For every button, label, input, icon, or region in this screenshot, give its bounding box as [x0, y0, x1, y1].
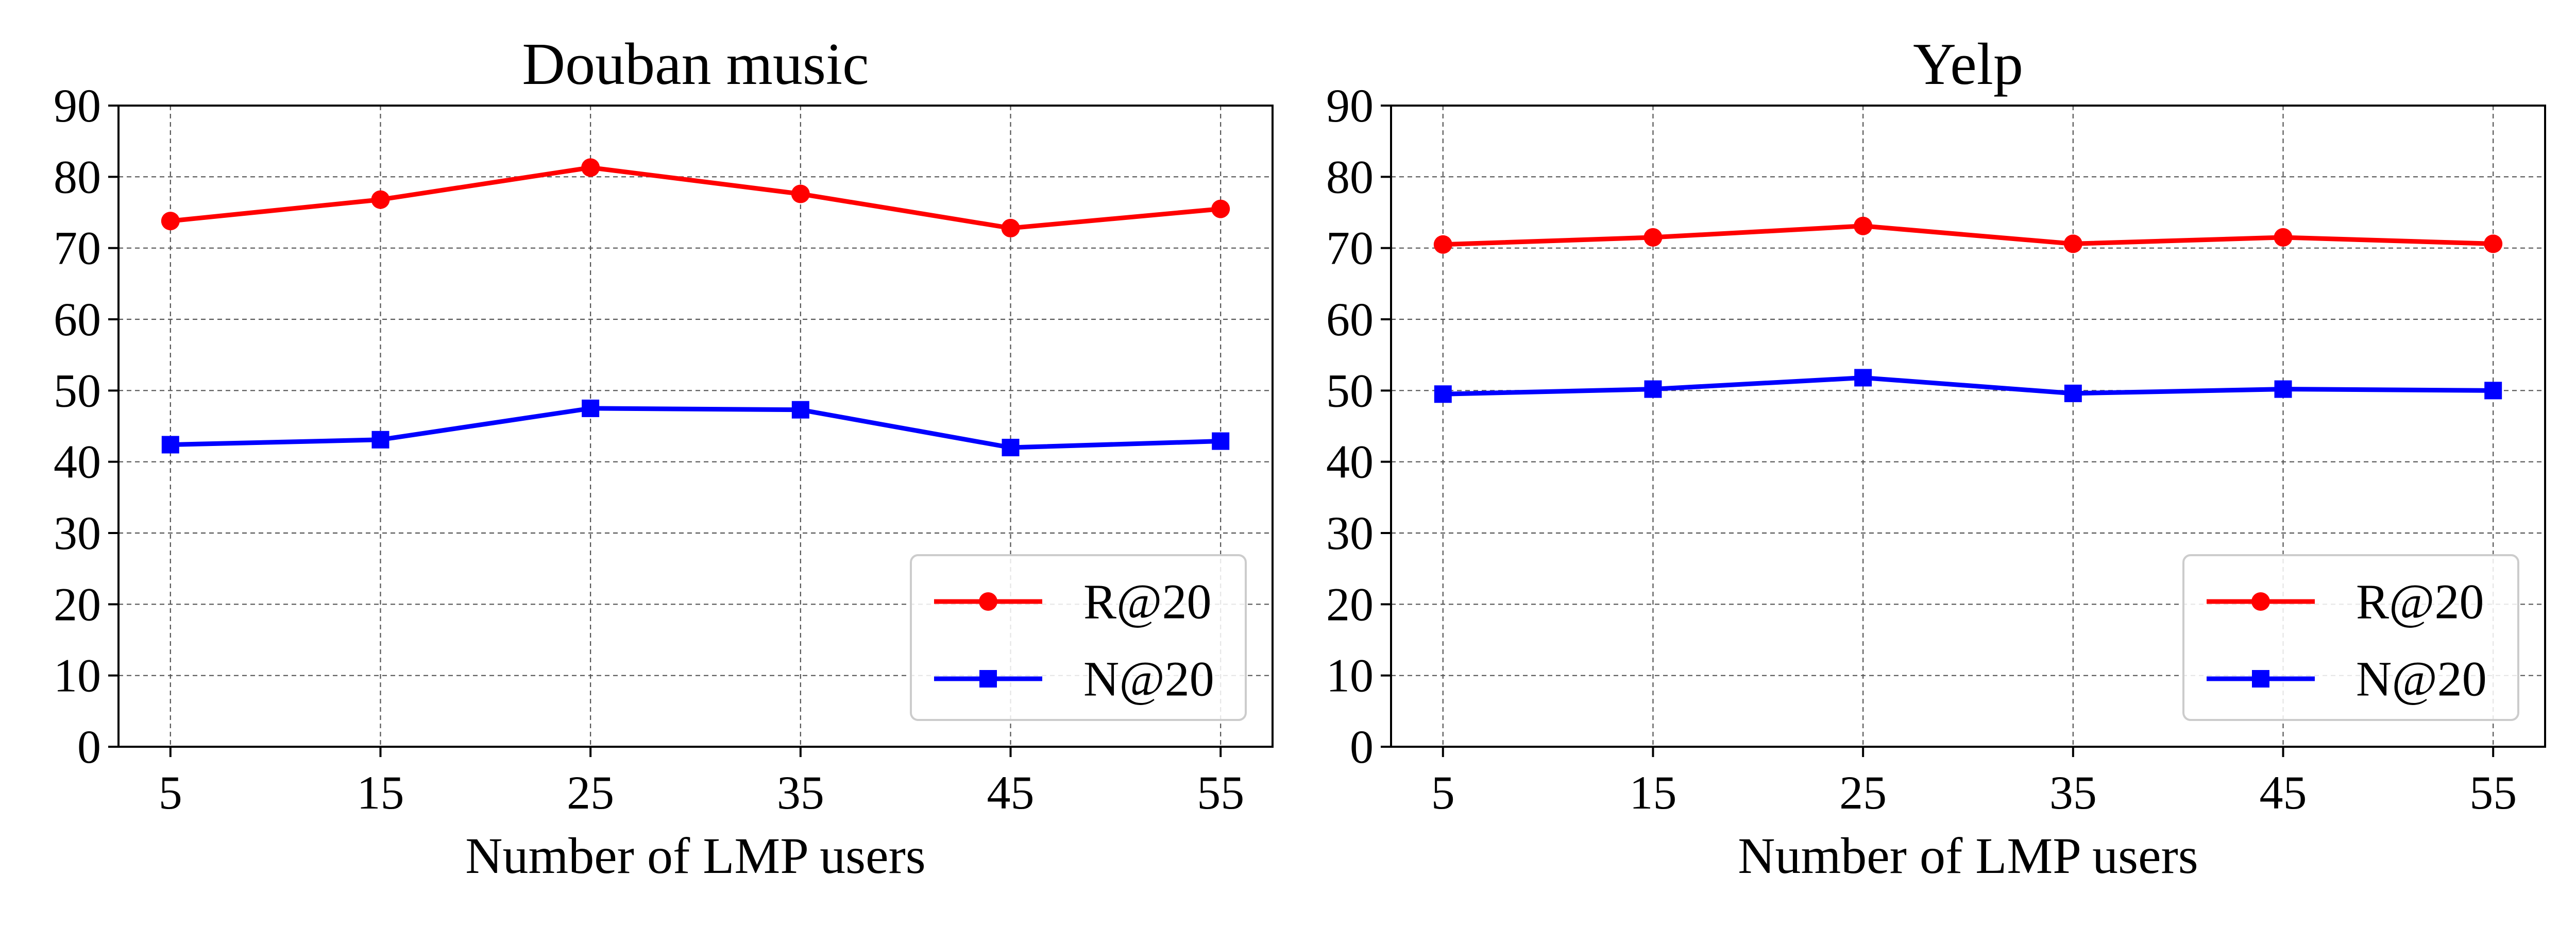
data-point-circle: [2063, 234, 2082, 253]
chart-panel-2: 0 10 20 30 40 50 60 70 80 90 5 15 25 35 45 55 Yelp Number…: [1326, 31, 2546, 884]
x-tick-label: 25: [567, 766, 614, 819]
data-point-circle: [161, 212, 180, 231]
y-tick-label: 50: [1326, 364, 1374, 417]
legend: R@20 N@20: [2182, 554, 2519, 721]
legend-label: R@20: [1083, 574, 1211, 629]
y-tick-label: 10: [54, 649, 101, 702]
legend-marker-square: [2252, 670, 2269, 688]
legend-label: N@20: [2356, 651, 2487, 707]
y-tick-label: 0: [77, 720, 101, 773]
y-tick-label: 80: [54, 150, 101, 203]
data-point-square: [161, 436, 179, 454]
legend-label: R@20: [2356, 574, 2484, 629]
data-point-circle: [2274, 228, 2293, 247]
y-tick-label: 20: [54, 578, 101, 630]
x-tick-label: 15: [357, 766, 404, 819]
y-tick-label: 90: [54, 79, 101, 132]
x-tick-label: 35: [777, 766, 824, 819]
y-tick-label: 70: [54, 222, 101, 274]
y-tick-label: 50: [54, 364, 101, 417]
data-point-square: [1644, 380, 1662, 398]
y-tick-label: 30: [1326, 507, 1374, 559]
x-tick-label: 25: [1839, 766, 1887, 819]
data-point-square: [371, 431, 389, 449]
series-line-r-20: [1440, 224, 2496, 247]
data-point-circle: [1211, 199, 1230, 218]
data-point-circle: [1854, 216, 1873, 235]
x-axis-label: Number of LMP users: [465, 827, 925, 884]
legend-marker-circle: [979, 592, 997, 611]
data-point-square: [1434, 385, 1452, 403]
series-line-n-20: [1440, 375, 2496, 397]
data-point-square: [2274, 380, 2292, 398]
legend-marker-circle: [2251, 592, 2270, 611]
data-point-square: [582, 399, 600, 417]
legend: R@20 N@20: [910, 554, 1247, 721]
series-line-r-20: [168, 165, 1223, 231]
x-tick-label: 35: [2049, 766, 2097, 819]
y-tick-label: 60: [54, 293, 101, 346]
data-point-square: [1002, 439, 1020, 456]
y-tick-label: 30: [54, 507, 101, 559]
x-tick-label: 45: [2260, 766, 2307, 819]
legend-marker-square: [979, 670, 997, 688]
plot-frame: [117, 105, 1274, 748]
data-point-circle: [791, 184, 810, 203]
legend-label: N@20: [1083, 651, 1214, 707]
data-point-circle: [1433, 235, 1452, 254]
x-tick-label: 5: [159, 766, 182, 819]
y-tick-label: 20: [1326, 578, 1374, 630]
y-tick-label: 70: [1326, 222, 1374, 274]
data-point-circle: [1001, 218, 1020, 237]
x-tick-label: 55: [2469, 766, 2517, 819]
y-tick-label: 10: [1326, 649, 1374, 702]
chart-title: Douban music: [522, 31, 869, 97]
x-axis-label: Number of LMP users: [1738, 827, 2198, 884]
data-point-square: [1212, 432, 1230, 450]
data-point-circle: [371, 190, 390, 209]
y-tick-label: 0: [1350, 720, 1374, 773]
chart-title: Yelp: [1913, 31, 2023, 97]
y-tick-label: 40: [54, 436, 101, 488]
data-point-square: [2484, 382, 2502, 400]
x-tick-label: 45: [987, 766, 1035, 819]
data-point-square: [1854, 369, 1872, 387]
data-point-circle: [2484, 234, 2503, 253]
data-point-circle: [581, 158, 600, 177]
data-point-circle: [1643, 228, 1663, 247]
y-tick-label: 90: [1326, 79, 1374, 132]
plot-frame: [1390, 105, 2546, 748]
data-point-square: [791, 401, 809, 419]
y-tick-label: 60: [1326, 293, 1374, 346]
y-tick-label: 80: [1326, 150, 1374, 203]
series-line-n-20: [168, 406, 1223, 450]
x-tick-label: 15: [1629, 766, 1676, 819]
x-tick-label: 5: [1431, 766, 1455, 819]
chart-panel-1: 0 10 20 30 40 50 60 70 80 90 5 15 25 35 45 55 Douban mus…: [54, 31, 1274, 884]
y-tick-label: 40: [1326, 436, 1374, 488]
data-point-square: [2064, 384, 2082, 402]
x-tick-label: 55: [1197, 766, 1244, 819]
